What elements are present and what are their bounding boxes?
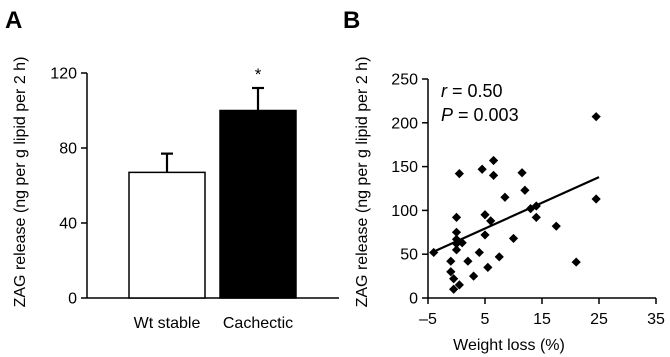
data-point	[517, 168, 527, 178]
category-label: Cachectic	[223, 315, 293, 332]
panel-b-y-tick-label: 250	[391, 72, 418, 89]
stat-r-symbol: r	[441, 81, 448, 101]
panel-b-points	[429, 112, 601, 294]
data-point	[451, 227, 462, 237]
panel-b-y-tick-label: 200	[391, 115, 418, 132]
bar-cachectic	[219, 109, 297, 299]
panel-a-y-axis-title: ZAG release (ng per g lipid per 2 h)	[12, 57, 29, 308]
data-point	[571, 257, 581, 267]
panel-b: B ZAG release (ng per g lipid per 2 h) W…	[343, 7, 665, 354]
data-point	[446, 267, 456, 277]
data-point	[463, 256, 473, 266]
panel-b-x-tick-label: 35	[647, 311, 665, 328]
data-point	[488, 170, 499, 180]
panel-a-y-tick-label: 40	[59, 216, 77, 233]
panel-b-x-tick-label: 15	[533, 311, 551, 328]
panel-b-x-axis-title: Weight loss (%)	[453, 337, 565, 354]
data-point	[449, 274, 459, 284]
panel-a-bars: Wt stable Cachectic *	[128, 65, 297, 332]
panel-b-x-tick-label: 25	[590, 311, 608, 328]
data-point	[494, 252, 504, 262]
panel-a-y-tick-label: 80	[59, 141, 77, 158]
panel-a-y-ticks: 0 40 80 120	[50, 66, 87, 308]
panel-a-y-tick-label: 120	[50, 66, 77, 83]
data-point	[451, 245, 462, 255]
panel-b-y-tick-label: 150	[391, 159, 418, 176]
panel-b-y-tick-label: 0	[409, 291, 418, 308]
data-point	[477, 164, 487, 174]
data-point	[551, 221, 561, 231]
stat-p: P = 0.003	[441, 105, 519, 125]
data-point	[488, 155, 499, 166]
data-point	[480, 230, 490, 240]
data-point	[449, 284, 459, 294]
data-point	[591, 194, 601, 204]
data-point	[483, 262, 493, 272]
data-point	[474, 247, 484, 258]
data-point	[500, 192, 510, 202]
stat-r-value: = 0.50	[447, 81, 503, 101]
data-point	[469, 271, 479, 281]
stat-p-symbol: P	[441, 105, 453, 125]
data-point	[451, 212, 462, 223]
category-label: Wt stable	[134, 315, 201, 332]
stat-r: r = 0.50	[441, 81, 503, 101]
data-point	[457, 238, 467, 248]
significance-marker: *	[255, 65, 262, 84]
panel-b-y-tick-label: 100	[391, 203, 418, 220]
data-point	[480, 210, 490, 220]
panel-b-x-tick-label: 5	[481, 311, 490, 328]
data-point	[591, 112, 601, 122]
data-point	[454, 169, 464, 179]
trendline	[433, 176, 600, 253]
data-point	[454, 280, 464, 290]
panel-a-y-tick-label: 0	[68, 291, 77, 308]
stat-p-value: = 0.003	[453, 105, 519, 125]
data-point	[446, 256, 456, 266]
panel-b-y-axis-title: ZAG release (ng per g lipid per 2 h)	[354, 57, 371, 308]
panel-b-y-tick-label: 50	[400, 247, 418, 264]
panel-b-x-ticks: –5 5 15 25 35	[419, 298, 665, 328]
panel-a-label: A	[5, 7, 22, 34]
bar-wt-stable	[128, 171, 206, 299]
data-point	[531, 212, 541, 223]
data-point	[520, 185, 530, 195]
data-point	[508, 233, 519, 244]
panel-b-x-tick-label: –5	[419, 311, 437, 328]
panel-a: A ZAG release (ng per g lipid per 2 h) 0…	[5, 7, 339, 332]
panel-b-y-ticks: 0 50 100 150 200 250	[391, 72, 428, 308]
panel-b-label: B	[343, 7, 360, 34]
data-point	[486, 216, 496, 226]
